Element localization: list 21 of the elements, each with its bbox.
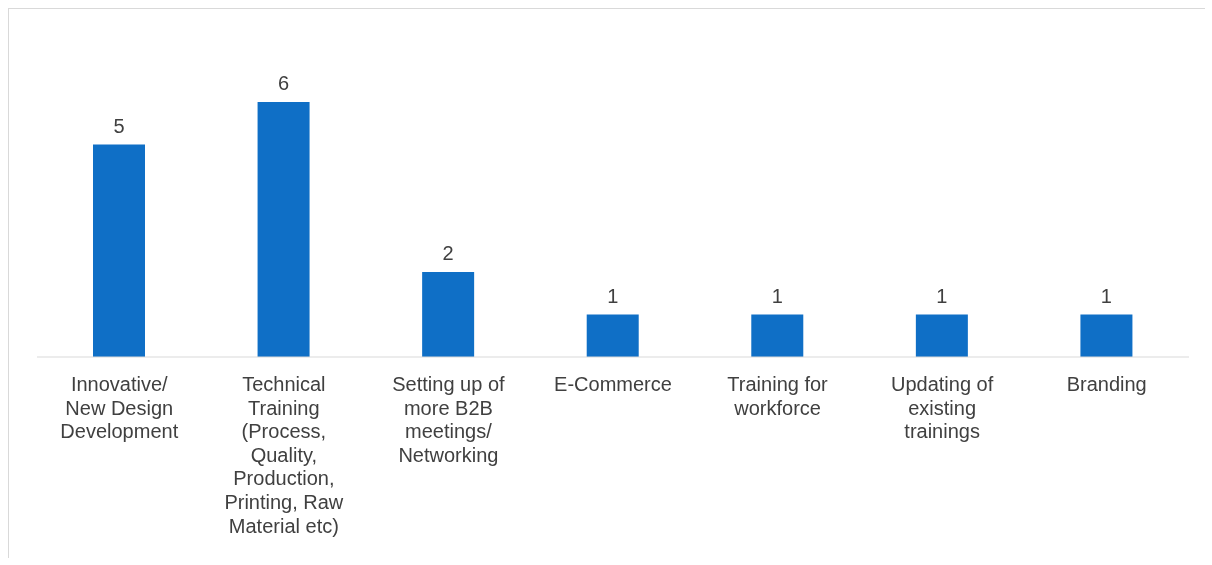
bar bbox=[915, 314, 968, 357]
data-label: 1 bbox=[936, 284, 948, 307]
data-label: 1 bbox=[771, 284, 783, 307]
data-label: 2 bbox=[442, 242, 454, 264]
bar bbox=[422, 272, 475, 357]
x-tick-label: Updating of existing trainings bbox=[890, 373, 994, 443]
bar bbox=[586, 314, 639, 357]
bar bbox=[1080, 314, 1133, 357]
x-tick-label: Training for workforce bbox=[727, 373, 829, 419]
bar bbox=[93, 144, 145, 357]
data-label: 1 bbox=[607, 284, 619, 307]
x-tick-label: Branding bbox=[1066, 373, 1147, 395]
x-tick-label: Technical Training (Process, Quality, Production, Printing, Raw Material etc) bbox=[224, 373, 344, 537]
bar bbox=[257, 102, 310, 357]
data-label: 6 bbox=[278, 72, 290, 94]
x-tick-label: E-Commerce bbox=[554, 373, 672, 395]
data-label: 5 bbox=[113, 114, 125, 137]
bar bbox=[751, 314, 804, 357]
data-label: 1 bbox=[1100, 284, 1112, 307]
x-tick-label: Innovative/ New Design Development bbox=[60, 373, 179, 443]
x-tick-label: Setting up of more B2B meetings/ Networking bbox=[392, 373, 506, 466]
